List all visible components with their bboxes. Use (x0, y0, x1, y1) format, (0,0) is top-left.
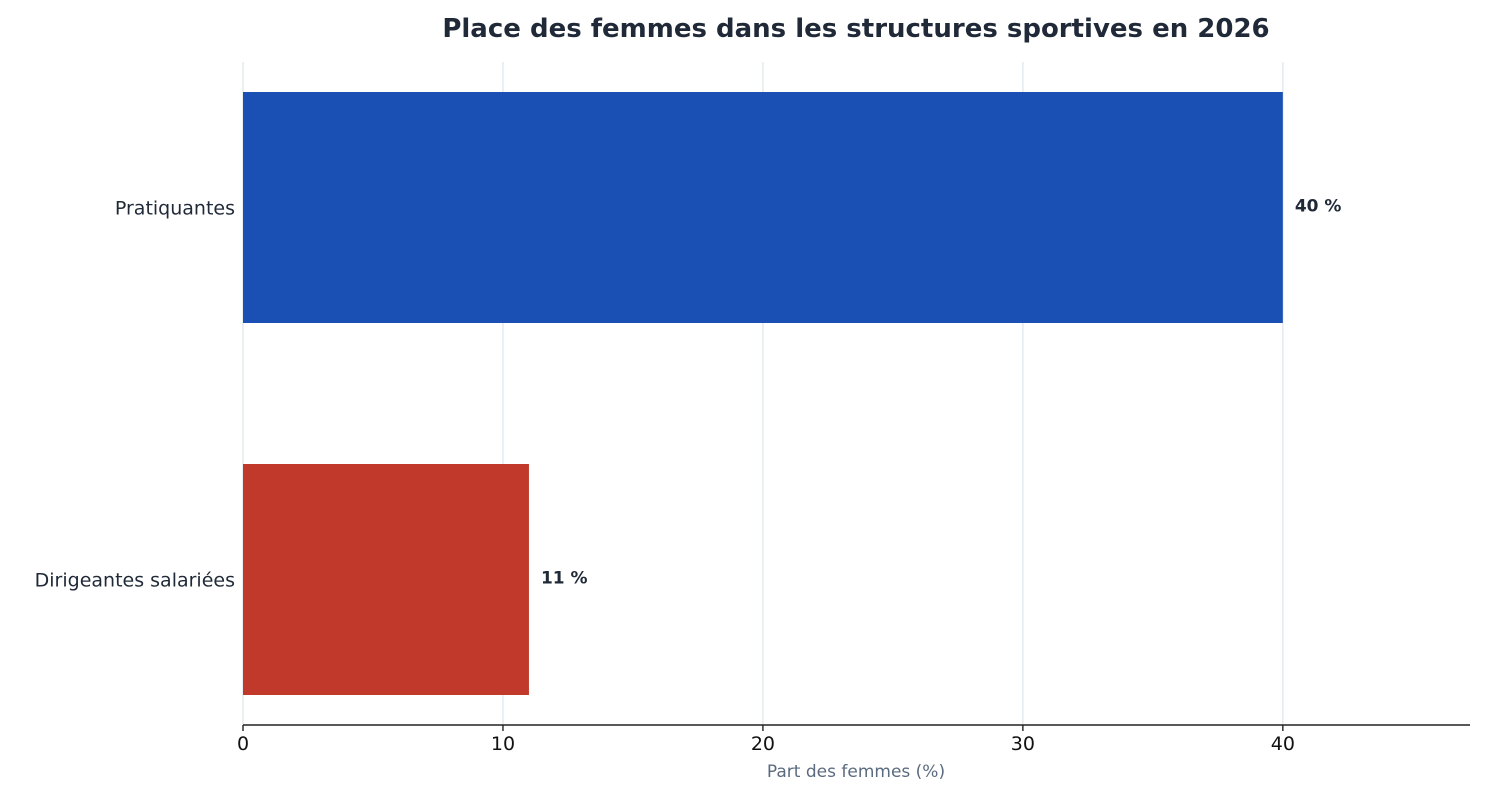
data-label-1: 40 % (1295, 197, 1342, 217)
bar-2 (243, 464, 529, 695)
bar-1 (243, 92, 1283, 323)
y-tick-label-2: Dirigeantes salariées (35, 570, 235, 592)
x-tick-label-0: 0 (237, 733, 249, 755)
x-axis-ticks: 0 10 20 30 40 (237, 725, 1295, 755)
x-tick-label-20: 20 (751, 733, 775, 755)
x-axis-label: Part des femmes (%) (767, 762, 945, 782)
x-tick-label-10: 10 (491, 733, 515, 755)
chart-title: Place des femmes dans les structures spo… (442, 14, 1269, 44)
data-label-2: 11 % (541, 569, 588, 589)
x-tick-label-30: 30 (1011, 733, 1035, 755)
x-tick-label-40: 40 (1271, 733, 1295, 755)
bars: Pratiquantes 40 % Dirigeantes salariées 11 … (35, 92, 1342, 695)
y-tick-label-1: Pratiquantes (115, 198, 235, 220)
